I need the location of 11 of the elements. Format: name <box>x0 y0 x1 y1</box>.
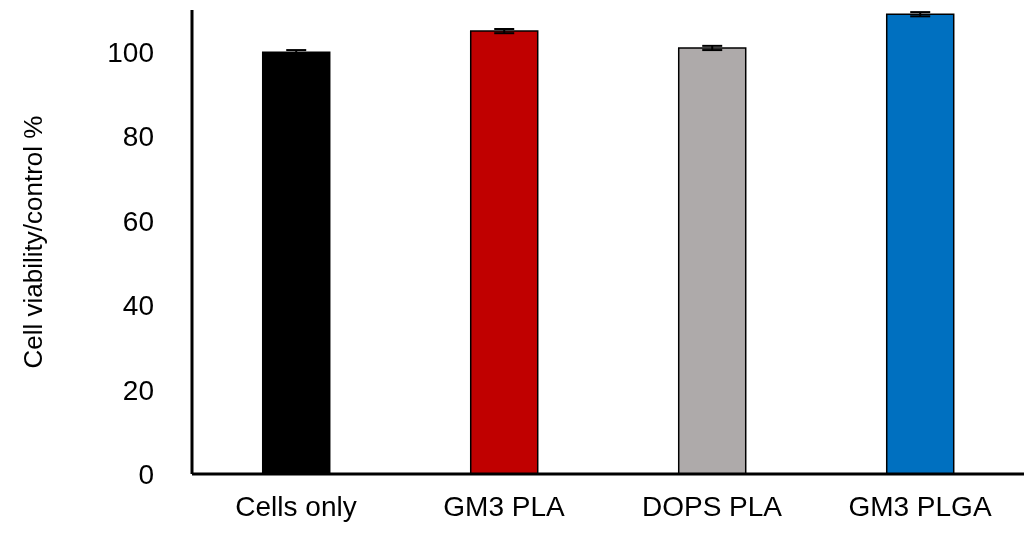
y-tick-label: 40 <box>122 290 154 322</box>
y-tick-label: 0 <box>138 458 154 490</box>
x-tick-label: GM3 PLGA <box>848 490 992 522</box>
y-tick-label: 60 <box>122 205 154 237</box>
x-tick-label: DOPS PLA <box>641 490 783 522</box>
y-tick-label: 100 <box>107 37 154 69</box>
y-tick-label: 80 <box>122 121 154 153</box>
x-tick-label: GM3 PLA <box>443 490 566 522</box>
y-axis-title: Cell viability/control % <box>18 115 49 369</box>
x-tick-label: Cells only <box>235 490 357 522</box>
y-tick-label: 20 <box>122 374 154 406</box>
